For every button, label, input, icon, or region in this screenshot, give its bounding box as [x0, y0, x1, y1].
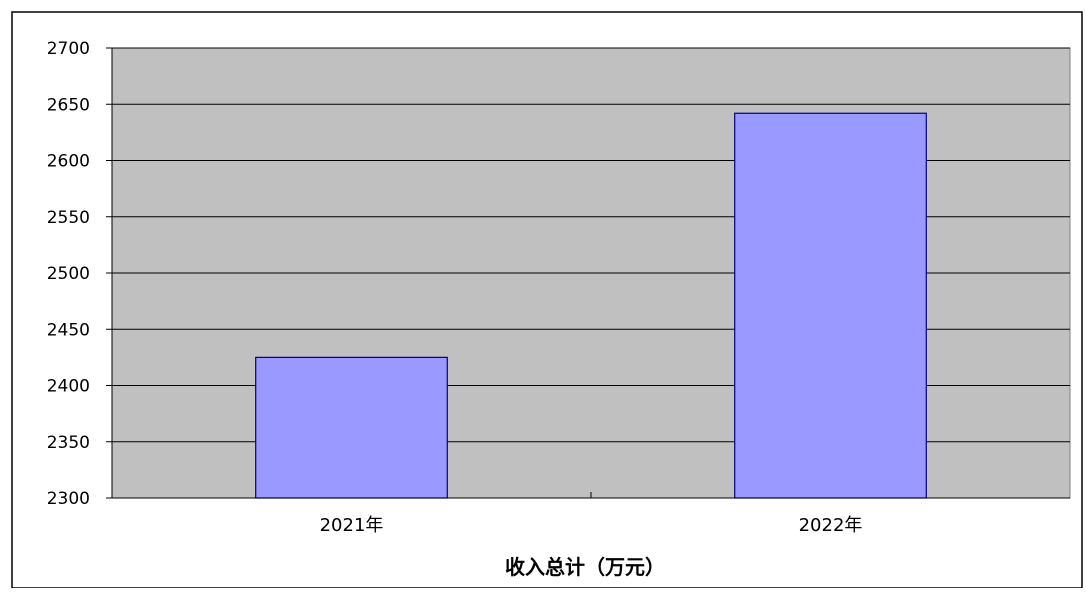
y-tick-labels: 2300 2350 2400 2450 2500 2550 2600 2650 2700 [47, 39, 90, 509]
axes [106, 47, 1070, 499]
x-axis-title: 收入总计（万元） [505, 555, 665, 579]
bar [255, 356, 448, 499]
y-tick-label: 2550 [47, 208, 90, 228]
y-tick-label: 2400 [47, 377, 90, 397]
y-tick-label: 2350 [47, 433, 90, 453]
x-tick-label: 2022年 [799, 515, 863, 536]
y-tick-label: 2650 [47, 95, 90, 115]
x-tick-labels: 2021年 2022年 [320, 515, 863, 536]
y-tick-label: 2300 [47, 489, 90, 509]
bars [255, 112, 927, 499]
x-tick-label: 2021年 [320, 515, 384, 536]
y-tick-label: 2600 [47, 152, 90, 172]
y-tick-label: 2500 [47, 264, 90, 284]
y-tick-label: 2450 [47, 320, 90, 340]
y-tick-label: 2700 [47, 39, 90, 59]
bar [734, 112, 927, 499]
